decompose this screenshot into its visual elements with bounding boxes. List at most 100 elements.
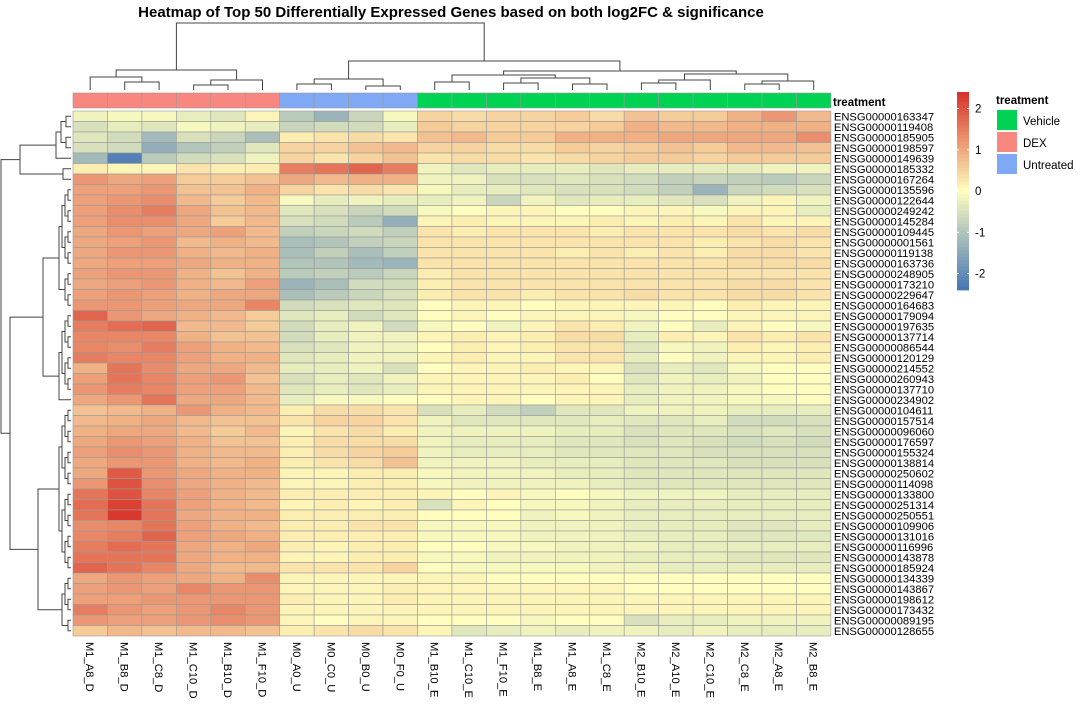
column-label: M1_B8_E [531,642,543,691]
heatmap-cell [727,614,763,626]
heatmap-cell [107,320,143,332]
heatmap-cell [210,383,246,395]
heatmap-cell [623,110,659,122]
heatmap-cell [589,593,625,605]
heatmap-cell [141,488,177,500]
color-scale-tick-label: -2 [975,269,985,281]
treatment-legend: treatment Vehicle DEX Untreated [996,95,1074,174]
legend-swatch [997,154,1017,174]
heatmap-cell [107,551,143,563]
heatmap-cell [451,205,487,217]
heatmap-cell [348,436,384,448]
color-scale-tick-label: 2 [975,104,981,116]
heatmap-cell [554,446,591,458]
heatmap-cell [210,341,246,353]
heatmap-cell [796,268,832,280]
column-dendrogram [89,22,815,90]
heatmap-cell [244,614,281,626]
heatmap-cell [658,614,694,626]
heatmap-cell [141,551,177,563]
heatmap-cell [554,499,591,511]
heatmap-cell [796,362,832,374]
dendrogram-branch [115,69,238,80]
heatmap-cell [554,215,591,227]
annotation-title: treatment [833,97,886,109]
heatmap-cell [658,593,694,605]
heatmap-cell [417,478,453,490]
dendrogram-branch [67,556,71,569]
heatmap-cell [486,110,522,122]
heatmap-cell [486,289,522,301]
chart-title: Heatmap of Top 50 Differentially Express… [138,4,764,21]
heatmap-cell [72,425,108,437]
heatmap-cell [520,488,556,500]
heatmap-cell [417,593,453,605]
column-label: M0_B0_U [359,642,371,692]
heatmap-cell [727,562,763,574]
heatmap-cell [313,467,349,479]
heatmap-cell [382,205,418,217]
heatmap-cell [727,289,763,301]
row-label: ENSG00000185905 [834,132,934,144]
treatment-annotation-cell [554,92,591,109]
color-scale-segment [957,243,969,248]
heatmap-cell [313,625,349,637]
dendrogram-branch [67,252,71,264]
heatmap-cell [451,415,487,427]
heatmap-cell [692,572,728,584]
heatmap-cell [210,625,246,637]
heatmap-cell [313,436,349,448]
heatmap-cell [451,247,487,259]
heatmap-cell [72,205,108,217]
heatmap-cell [658,457,694,469]
heatmap-cell [348,625,384,637]
heatmap-cell [658,415,694,427]
heatmap-cell [451,257,487,269]
heatmap-cell [279,205,315,217]
heatmap-cell [210,163,246,175]
heatmap-cell [279,184,315,196]
heatmap-cell [589,551,625,563]
column-label: M1_C8_D [152,642,164,692]
heatmap-cell [279,572,315,584]
color-scale-segment [957,283,969,288]
heatmap-cell [451,142,487,154]
heatmap-cell [141,194,177,206]
heatmap-cell [72,152,108,164]
heatmap-cell [658,509,694,521]
heatmap-cell [176,173,212,185]
color-scale-segment [957,151,969,156]
heatmap-cell [692,551,728,563]
row-label: ENSG00000179094 [834,311,934,323]
heatmap-cell [658,467,694,479]
color-scale-segment [957,121,969,126]
heatmap-cell [417,436,453,448]
heatmap-cell [244,299,281,311]
heatmap-cell [107,457,143,469]
heatmap-cell [141,289,177,301]
heatmap-cell [141,415,177,427]
heatmap-cell [623,310,659,322]
row-label: ENSG00000163736 [834,258,934,270]
heatmap-cell [554,121,591,133]
heatmap-cell [589,194,625,206]
heatmap-cell [279,131,315,143]
heatmap-cell [727,436,763,448]
heatmap-cell [244,425,281,437]
heatmap-cell [554,194,591,206]
color-scale-segment [957,280,969,284]
heatmap-cell [141,394,177,406]
heatmap-cell [348,499,384,511]
heatmap-cell [279,341,315,353]
row-label: ENSG00000229647 [834,290,934,302]
heatmap-cell [141,341,177,353]
heatmap-cell [761,583,797,595]
heatmap-cell [417,163,453,175]
heatmap-cell [451,341,487,353]
heatmap-cell [554,436,591,448]
heatmap-cell [589,299,625,311]
heatmap-cell [486,509,522,521]
heatmap-cell [761,614,797,626]
heatmap-cell [796,320,832,332]
heatmap-cell [520,184,556,196]
